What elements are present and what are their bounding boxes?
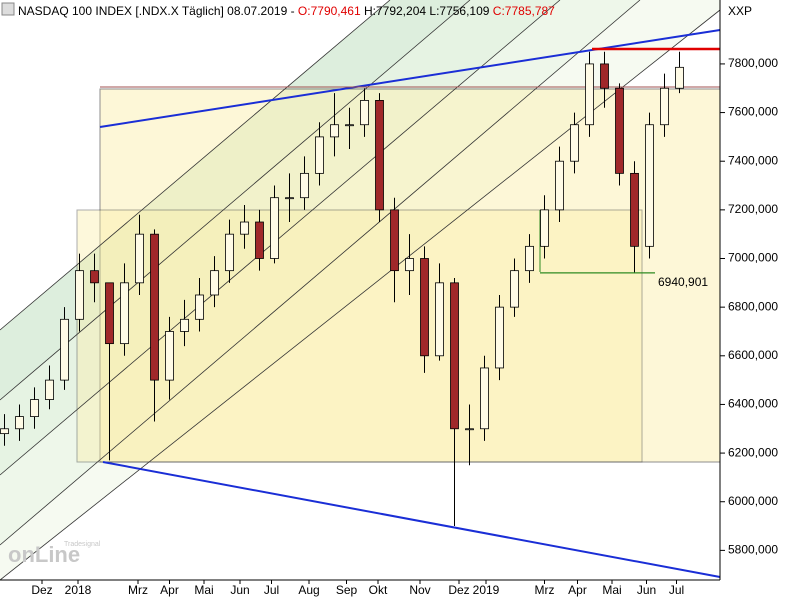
watermark-sub: Tradesignal xyxy=(64,541,101,548)
y-tick-label: 7400,000 xyxy=(728,153,778,167)
candle-body xyxy=(585,63,594,126)
y-tick-label: 5800,000 xyxy=(728,543,778,557)
candle-body xyxy=(285,197,294,200)
candle-body xyxy=(195,294,204,320)
x-tick-label: Apr xyxy=(160,583,179,597)
channel-line xyxy=(0,0,561,476)
candle-body xyxy=(660,87,669,126)
candle-body xyxy=(90,270,99,284)
header-open: O:7790,461 xyxy=(298,4,361,18)
candle-body xyxy=(600,63,609,89)
y-tick-label: 6800,000 xyxy=(728,299,778,313)
x-tick-label: Dez xyxy=(31,583,52,597)
header-close: C:7785,787 xyxy=(493,4,555,18)
candle-body xyxy=(60,318,69,381)
candle-body xyxy=(525,245,534,272)
x-tick-label: Mai xyxy=(602,583,621,597)
x-tick-label: Jun xyxy=(230,583,249,597)
x-tick-label: Mrz xyxy=(535,583,555,597)
annotation-label: 6940,901 xyxy=(658,275,708,289)
candle-body xyxy=(390,209,399,272)
x-tick-label: 2018 xyxy=(65,583,92,597)
candle-body xyxy=(300,172,309,199)
candle-body xyxy=(630,172,639,247)
x-tick-label: Mai xyxy=(194,583,213,597)
y-axis-label: XXP xyxy=(728,4,752,18)
candle-body xyxy=(615,87,624,174)
candle-body xyxy=(540,209,549,247)
candle-body xyxy=(375,100,384,211)
chart-header: NASDAQ 100 INDEX [.NDX.X Täglich] 08.07.… xyxy=(18,4,555,18)
candle-body xyxy=(255,221,264,259)
x-tick-label: Jun xyxy=(637,583,656,597)
channel-lines xyxy=(0,0,721,581)
range-box xyxy=(76,209,643,463)
trend-line xyxy=(102,461,721,578)
menu-icon[interactable] xyxy=(1,2,15,16)
candle-body xyxy=(330,124,339,138)
watermark-brand: onLine xyxy=(8,542,80,567)
candle-body xyxy=(645,124,654,247)
channel-line xyxy=(0,0,471,401)
y-tick-label: 7000,000 xyxy=(728,251,778,265)
x-tick-label: Nov xyxy=(409,583,430,597)
y-tick-label: 7800,000 xyxy=(728,56,778,70)
x-tick-label: Sep xyxy=(336,583,358,597)
candle-body xyxy=(420,258,429,357)
candle-body xyxy=(45,379,54,400)
candle-body xyxy=(360,100,369,126)
y-tick-label: 6000,000 xyxy=(728,494,778,508)
candle-body xyxy=(405,258,414,272)
candle-body xyxy=(135,233,144,284)
header-high: H:7792,204 xyxy=(364,4,426,18)
header-low: L:7756,109 xyxy=(429,4,489,18)
candle-body xyxy=(15,416,24,430)
candle-body xyxy=(555,160,564,211)
candle-body xyxy=(510,270,519,308)
channel-line xyxy=(0,0,391,331)
candle-body xyxy=(0,428,9,435)
trend-line xyxy=(99,29,721,128)
x-tick-label: 2019 xyxy=(473,583,500,597)
y-tick-label: 7600,000 xyxy=(728,105,778,119)
y-tick-label: 6600,000 xyxy=(728,348,778,362)
candle-body xyxy=(435,282,444,357)
candle-body xyxy=(225,233,234,272)
candle-body xyxy=(75,270,84,320)
x-tick-label: Jul xyxy=(264,583,279,597)
candle-body xyxy=(480,367,489,430)
candle-body xyxy=(315,136,324,174)
y-tick-label: 6400,000 xyxy=(728,397,778,411)
x-tick-label: Mrz xyxy=(128,583,148,597)
header-title: NASDAQ 100 INDEX [.NDX.X Täglich] 08.07.… xyxy=(18,4,295,18)
x-tick-label: Jul xyxy=(669,583,684,597)
candle-body xyxy=(105,282,114,345)
candle-body xyxy=(450,282,459,430)
channel-line xyxy=(0,0,641,546)
x-tick-label: Apr xyxy=(568,583,587,597)
candle-body xyxy=(495,306,504,369)
candles xyxy=(0,51,684,527)
candle-body xyxy=(675,66,684,89)
candle-body xyxy=(210,270,219,296)
candle-body xyxy=(165,331,174,381)
candle-body xyxy=(570,124,579,162)
candle-body xyxy=(465,428,474,431)
candle-body xyxy=(150,233,159,381)
candle-body xyxy=(345,124,354,127)
y-tick-label: 7200,000 xyxy=(728,202,778,216)
candle-body xyxy=(240,221,249,235)
candle-body xyxy=(120,282,129,345)
y-tick-label: 6200,000 xyxy=(728,445,778,459)
x-tick-label: Dez xyxy=(448,583,469,597)
candle-body xyxy=(270,197,279,259)
channel-line xyxy=(0,9,721,581)
candle-body xyxy=(180,318,189,332)
candle-body xyxy=(30,399,39,417)
x-tick-label: Okt xyxy=(369,583,388,597)
x-tick-label: Aug xyxy=(298,583,319,597)
